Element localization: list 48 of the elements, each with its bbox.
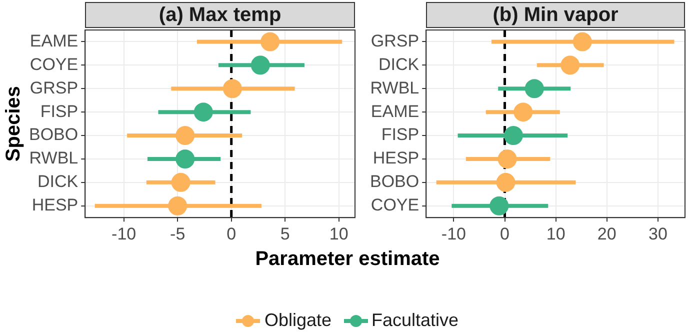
x-tick-label: 5 bbox=[280, 224, 290, 244]
x-tick-label: 10 bbox=[546, 224, 566, 244]
y-tick-label: BOBO bbox=[29, 125, 78, 144]
x-axis-title: Parameter estimate bbox=[254, 248, 441, 271]
x-tick-label: 20 bbox=[597, 224, 616, 244]
y-tick-label: BOBO bbox=[370, 172, 420, 192]
point bbox=[524, 79, 544, 98]
point bbox=[260, 32, 280, 52]
y-tick-label: HESP bbox=[372, 148, 420, 168]
point bbox=[490, 196, 509, 216]
x-tick-label: 10 bbox=[329, 224, 348, 244]
point bbox=[171, 172, 190, 192]
point bbox=[194, 102, 213, 122]
chart-title: (a) Max temp bbox=[85, 2, 355, 28]
point bbox=[496, 172, 516, 192]
x-tick-label: 0 bbox=[500, 224, 510, 244]
x-tick-label: -5 bbox=[170, 224, 186, 244]
y-tick-label: HESP bbox=[32, 196, 78, 215]
y-tick-label: EAME bbox=[370, 102, 420, 121]
y-tick-label: RWBL bbox=[29, 148, 78, 168]
x-tick-label: -10 bbox=[112, 224, 136, 244]
legend-label: Obligate bbox=[264, 310, 332, 330]
y-tick-label: GRSP bbox=[370, 31, 420, 50]
point bbox=[560, 56, 580, 75]
point bbox=[498, 149, 517, 168]
point bbox=[572, 32, 592, 52]
x-tick-label: 30 bbox=[648, 224, 668, 244]
y-tick-label: DICK bbox=[378, 54, 420, 74]
point bbox=[168, 196, 188, 216]
y-tick-label: GRSP bbox=[30, 78, 78, 98]
point bbox=[176, 126, 195, 146]
y-tick-label: EAME bbox=[30, 31, 78, 50]
x-tick-label: 0 bbox=[226, 224, 236, 244]
y-tick-label: RWBL bbox=[370, 78, 420, 98]
point bbox=[504, 126, 523, 146]
y-tick-label: DICK bbox=[38, 172, 79, 192]
y-axis-title: Species bbox=[2, 86, 25, 162]
legend-label: Facultative bbox=[372, 310, 459, 330]
y-tick-label: FISP bbox=[381, 125, 420, 144]
point bbox=[250, 56, 270, 75]
x-tick-label: -10 bbox=[441, 224, 466, 244]
y-tick-label: COYE bbox=[370, 196, 420, 215]
y-tick-label: FISP bbox=[40, 102, 78, 121]
chart-title: (b) Min vapor bbox=[426, 2, 685, 28]
y-tick-label: COYE bbox=[30, 54, 78, 74]
point bbox=[514, 102, 533, 122]
point bbox=[222, 79, 242, 98]
point bbox=[176, 149, 195, 168]
